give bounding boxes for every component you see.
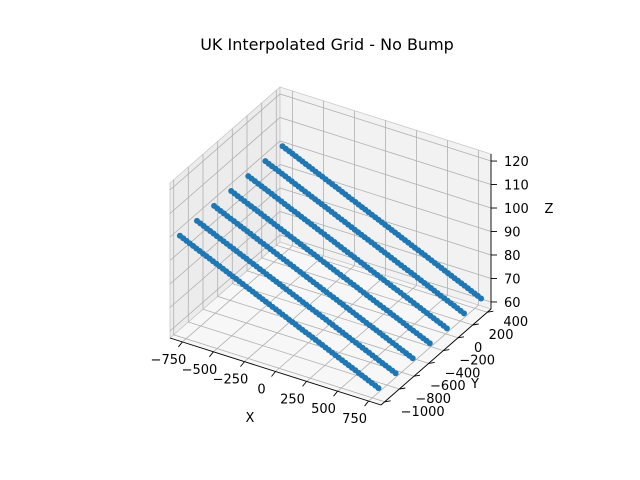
y-tick-mark-7 bbox=[487, 310, 494, 313]
data-point bbox=[409, 355, 416, 362]
x-axis-label: X bbox=[246, 411, 255, 426]
z-tick-label-3: 90 bbox=[504, 226, 521, 241]
x-gridline-4 bbox=[306, 130, 417, 382]
x-gridline-1 bbox=[213, 100, 324, 353]
y-tick-label-3: −400 bbox=[445, 366, 481, 381]
y-gridline-0 bbox=[173, 179, 385, 403]
data-point bbox=[461, 310, 467, 317]
z-tick-label-2: 80 bbox=[504, 249, 521, 264]
x-tick-label-0: −750 bbox=[151, 353, 187, 368]
y-tick-mark-6 bbox=[472, 323, 479, 326]
y-tick-label-2: −600 bbox=[430, 379, 466, 394]
x-gridline-6 bbox=[368, 150, 480, 402]
data-point bbox=[478, 295, 485, 302]
y-tick-label-4: −200 bbox=[459, 354, 495, 369]
x-tick-mark-4 bbox=[302, 381, 307, 387]
data-point bbox=[392, 370, 399, 377]
data-point bbox=[375, 385, 382, 392]
x-tick-mark-1 bbox=[209, 351, 214, 358]
axis-panes bbox=[169, 86, 492, 406]
x-gridline-2 bbox=[244, 110, 355, 362]
z-tick-label-0: 60 bbox=[504, 296, 521, 311]
data-point bbox=[443, 325, 450, 332]
z-tick-label-1: 70 bbox=[504, 272, 521, 287]
x-tick-label-3: 0 bbox=[257, 383, 265, 398]
z-gridline-4 bbox=[169, 140, 492, 238]
x-tick-label-6: 750 bbox=[342, 412, 367, 427]
y-tick-mark-1 bbox=[399, 387, 406, 390]
y-tick-label-1: −800 bbox=[415, 392, 451, 407]
x-tick-mark-0 bbox=[178, 341, 183, 348]
y-tick-mark-4 bbox=[443, 349, 450, 352]
z-gridline-5 bbox=[169, 117, 492, 214]
tick-labels: −750−500−250 0 250 500 750 −1000−800−600−400−… bbox=[151, 155, 529, 427]
z-axis-label: Z bbox=[545, 202, 554, 217]
y-gridline-6 bbox=[261, 103, 473, 326]
x-tick-mark-6 bbox=[364, 400, 369, 407]
chart-title: UK Interpolated Grid - No Bump bbox=[200, 35, 454, 54]
y-gridline-2 bbox=[202, 154, 415, 377]
z-tick-label-5: 110 bbox=[504, 179, 529, 194]
z-gridline-6 bbox=[169, 93, 492, 191]
y-gridline-1 bbox=[187, 167, 400, 390]
data-points bbox=[176, 143, 485, 392]
x-tick-mark-2 bbox=[240, 361, 245, 367]
z-tick-label-6: 120 bbox=[504, 155, 529, 170]
z-gridline-1 bbox=[169, 211, 492, 308]
y-gridline-7 bbox=[275, 90, 488, 313]
z-tick-label-4: 100 bbox=[504, 202, 529, 217]
y-tick-label-7: 400 bbox=[503, 315, 528, 330]
data-point bbox=[426, 340, 433, 347]
y-tick-mark-2 bbox=[413, 374, 421, 377]
x-gridline-0 bbox=[182, 90, 293, 343]
y-gridline-5 bbox=[246, 115, 459, 339]
x-tick-label-4: 250 bbox=[280, 392, 305, 407]
y-tick-mark-3 bbox=[428, 361, 435, 364]
y-tick-mark-5 bbox=[457, 336, 465, 339]
y-tick-label-6: 200 bbox=[489, 328, 514, 343]
x-tick-label-1: −500 bbox=[182, 363, 218, 378]
y-tick-label-0: −1000 bbox=[401, 405, 445, 420]
grid-lines bbox=[169, 90, 492, 403]
z-gridline-2 bbox=[169, 187, 492, 285]
y-axis-label: Y bbox=[470, 377, 479, 392]
x-tick-label-2: −250 bbox=[213, 373, 249, 388]
x-tick-mark-5 bbox=[333, 390, 338, 397]
x-tick-label-5: 500 bbox=[311, 402, 336, 417]
y-tick-label-5: 0 bbox=[474, 341, 482, 356]
y-tick-mark-0 bbox=[384, 400, 391, 403]
x-tick-mark-3 bbox=[271, 371, 276, 377]
